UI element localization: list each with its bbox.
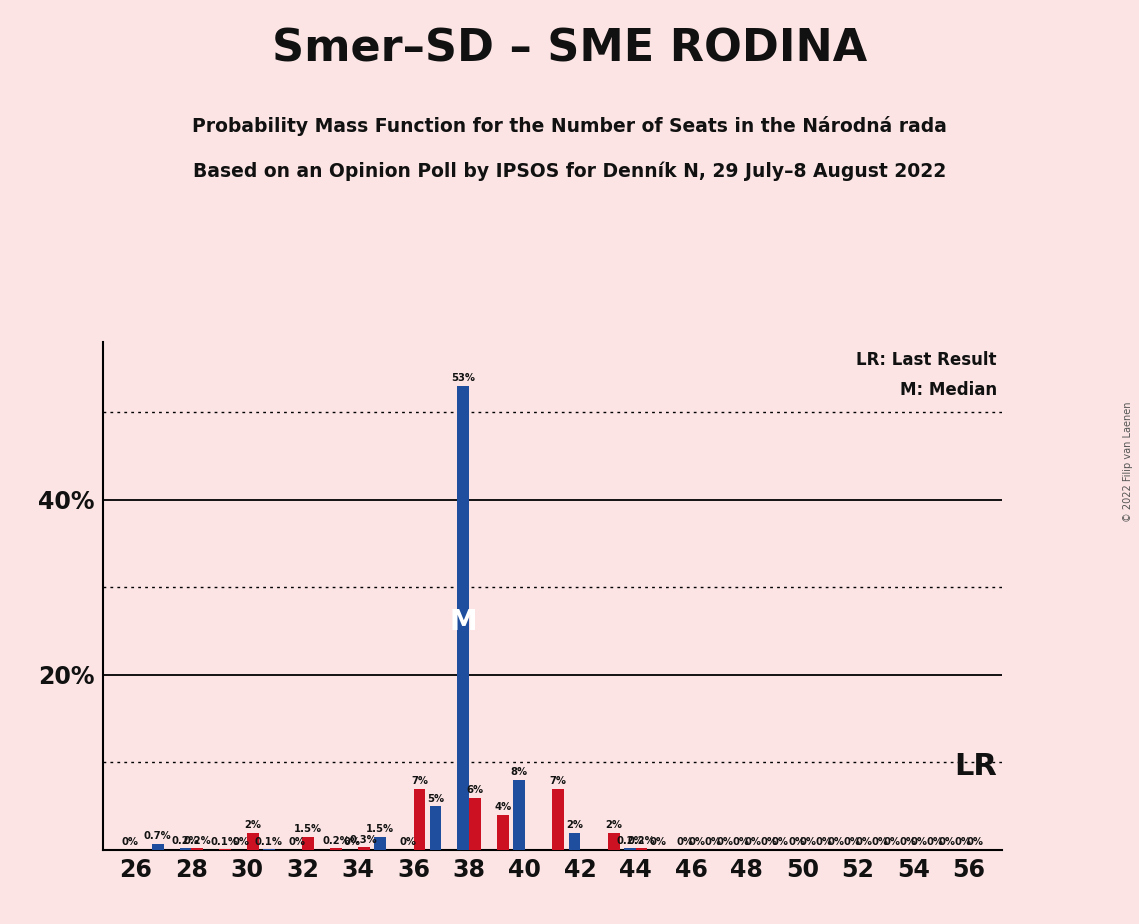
Text: 0.7%: 0.7% [144,832,172,842]
Text: 0%: 0% [788,837,805,847]
Text: 0%: 0% [800,837,817,847]
Text: LR: LR [953,752,997,782]
Text: Smer–SD – SME RODINA: Smer–SD – SME RODINA [272,28,867,71]
Text: 0%: 0% [772,837,789,847]
Text: 2%: 2% [566,820,583,830]
Text: 0%: 0% [744,837,761,847]
Text: 0.2%: 0.2% [322,835,350,845]
Text: 0%: 0% [899,837,916,847]
Bar [636,848,647,850]
Text: 0%: 0% [827,837,844,847]
Bar [358,847,370,850]
Text: 0.2%: 0.2% [172,835,199,845]
Text: 0%: 0% [677,837,694,847]
Bar [374,837,386,850]
Text: 0%: 0% [871,837,888,847]
Text: 7%: 7% [550,776,567,786]
Text: 0%: 0% [816,837,833,847]
Text: 0%: 0% [716,837,734,847]
Bar [151,844,164,850]
Text: 7%: 7% [411,776,428,786]
Text: 0%: 0% [705,837,722,847]
Text: M: Median: M: Median [900,382,997,399]
Text: 0%: 0% [939,837,956,847]
Text: 0%: 0% [649,837,666,847]
Bar [608,833,620,850]
Text: 0%: 0% [232,837,249,847]
Text: 0%: 0% [927,837,944,847]
Text: 0%: 0% [855,837,872,847]
Bar [413,789,425,850]
Bar [624,848,636,850]
Text: 2%: 2% [605,820,622,830]
Text: 0.2%: 0.2% [616,835,644,845]
Text: 5%: 5% [427,794,444,804]
Text: 0%: 0% [883,837,900,847]
Text: 0%: 0% [954,837,972,847]
Bar [247,833,259,850]
Text: 0%: 0% [689,837,705,847]
Text: 2%: 2% [244,820,261,830]
Bar [469,797,481,850]
Text: 0%: 0% [844,837,861,847]
Bar [180,848,191,850]
Bar [429,807,441,850]
Text: 0.2%: 0.2% [628,835,655,845]
Bar [513,780,525,850]
Text: M: M [450,608,477,637]
Text: 0%: 0% [911,837,928,847]
Text: 0.1%: 0.1% [211,836,239,846]
Text: 6%: 6% [466,784,483,795]
Bar [568,833,580,850]
Text: 0%: 0% [400,837,416,847]
Bar [330,848,342,850]
Text: 8%: 8% [510,767,527,777]
Text: 0.1%: 0.1% [255,836,282,846]
Text: LR: Last Result: LR: Last Result [857,350,997,369]
Text: © 2022 Filip van Laenen: © 2022 Filip van Laenen [1123,402,1133,522]
Bar [552,789,564,850]
Text: 1.5%: 1.5% [366,824,394,834]
Text: 0.2%: 0.2% [183,835,211,845]
Text: 53%: 53% [451,373,475,383]
Text: Probability Mass Function for the Number of Seats in the Národná rada: Probability Mass Function for the Number… [192,116,947,136]
Text: 0%: 0% [760,837,777,847]
Text: 0%: 0% [288,837,305,847]
Bar [497,815,508,850]
Text: 4%: 4% [494,802,511,812]
Text: 0%: 0% [122,837,139,847]
Bar [303,837,314,850]
Bar [458,385,469,850]
Text: Based on an Opinion Poll by IPSOS for Denník N, 29 July–8 August 2022: Based on an Opinion Poll by IPSOS for De… [192,162,947,181]
Text: 0%: 0% [344,837,361,847]
Text: 0.3%: 0.3% [350,834,378,845]
Text: 1.5%: 1.5% [294,824,322,834]
Bar [191,848,203,850]
Text: 0%: 0% [732,837,749,847]
Text: 0%: 0% [966,837,983,847]
